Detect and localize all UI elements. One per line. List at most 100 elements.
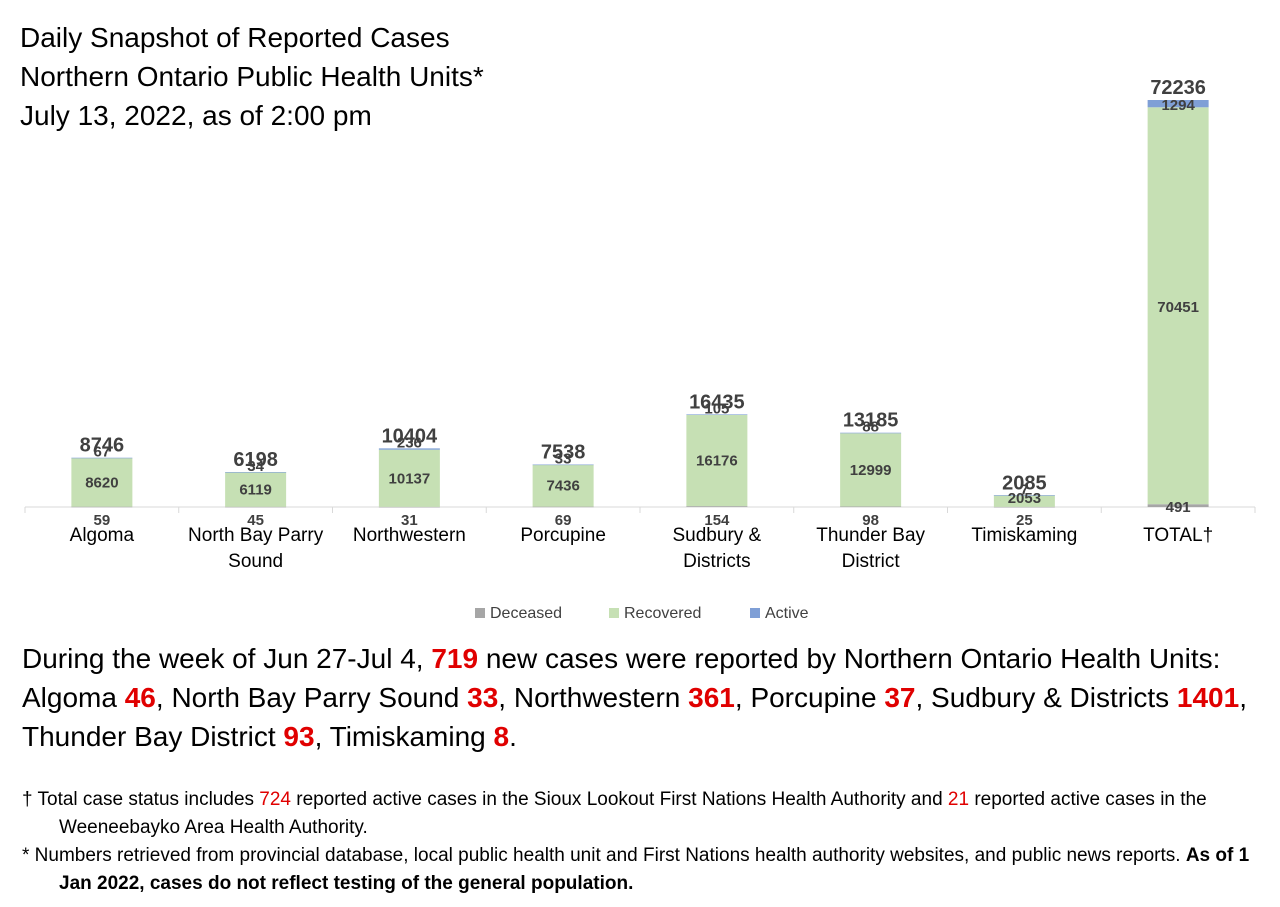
bar-segment-recovered — [840, 433, 902, 507]
weekly-total: 719 — [431, 643, 479, 674]
weekly-item-value: 361 — [688, 682, 735, 713]
data-label-deceased: 59 — [94, 512, 111, 529]
data-label-recovered: 6119 — [239, 482, 272, 499]
legend-swatch — [609, 608, 619, 618]
bar-segment-recovered — [532, 464, 594, 507]
data-label-recovered: 7436 — [546, 478, 579, 495]
footnote-star: * Numbers retrieved from provincial data… — [22, 842, 1272, 898]
weekly-item-value: 8 — [493, 721, 510, 752]
category-label: Algoma — [70, 525, 135, 546]
weekly-item-separator: , — [915, 682, 932, 713]
data-label-active: 33 — [555, 451, 572, 468]
bar-segment-active — [1147, 100, 1209, 108]
title-line-3: July 13, 2022, as of 2:00 pm — [20, 100, 372, 131]
title-line-1: Daily Snapshot of Reported Cases — [20, 22, 450, 53]
weekly-item-separator: , — [314, 721, 330, 752]
bar-segment-deceased — [378, 506, 440, 508]
legend-label: Active — [765, 605, 809, 622]
bar-segment-deceased — [686, 506, 748, 507]
category-label: TOTAL† — [1143, 525, 1213, 546]
bar-segment-deceased — [840, 506, 902, 508]
bar-segment-active — [378, 448, 440, 450]
footnote-dagger-prefix: † Total case status includes — [22, 789, 260, 810]
bar-segment-deceased — [532, 506, 594, 508]
data-label-active: 236 — [397, 434, 422, 451]
bar-segment-recovered — [686, 414, 748, 507]
data-label-deceased: 98 — [862, 512, 879, 529]
data-label-recovered: 10137 — [389, 470, 431, 487]
category-label: Districts — [683, 551, 751, 572]
legend-label: Recovered — [624, 605, 701, 622]
data-label-deceased: 69 — [555, 512, 572, 529]
data-label-recovered: 70451 — [1157, 299, 1199, 316]
total-label: 72236 — [1150, 77, 1206, 99]
legend-swatch — [475, 608, 485, 618]
title-line-2: Northern Ontario Public Health Units* — [20, 61, 484, 92]
bar-segment-deceased — [993, 506, 1055, 508]
category-label: Sudbury & — [673, 525, 762, 546]
data-label-recovered: 2053 — [1008, 490, 1041, 507]
data-label-active: 67 — [94, 444, 111, 461]
data-label-active: 105 — [704, 400, 729, 417]
category-label: Thunder Bay — [816, 525, 925, 546]
legend-label: Deceased — [490, 605, 562, 622]
weekly-item-value: 93 — [283, 721, 315, 752]
total-label: 16435 — [689, 391, 745, 413]
weekly-item-separator: , — [498, 682, 514, 713]
chart-title: Daily Snapshot of Reported Cases Norther… — [20, 18, 484, 135]
data-label-active: 34 — [247, 458, 264, 475]
bar-segment-active — [532, 464, 594, 466]
weekly-items: Algoma 46, North Bay Parry Sound 33, Nor… — [22, 682, 1247, 752]
bar-segment-deceased — [225, 506, 287, 508]
total-label: 8746 — [80, 435, 125, 457]
footnote-dagger-suffix: reported active cases in the Weeneebayko… — [59, 789, 1207, 838]
data-label-deceased: 31 — [401, 512, 418, 529]
footnote-star-text: * Numbers retrieved from provincial data… — [22, 845, 1186, 866]
category-label: Sound — [228, 551, 283, 572]
category-label: North Bay Parry — [188, 525, 324, 546]
footnotes: † Total case status includes 724 reporte… — [22, 786, 1272, 898]
total-label: 2085 — [1002, 472, 1047, 494]
footnote-dagger-num1: 724 — [259, 789, 291, 810]
weekly-item-name: Algoma — [22, 682, 125, 713]
legend-swatch — [750, 608, 760, 618]
weekly-item-name: North Bay Parry Sound — [171, 682, 468, 713]
weekly-item-separator: , — [155, 682, 172, 713]
weekly-item-value: 46 — [124, 682, 156, 713]
bar-segment-deceased — [1147, 504, 1209, 507]
data-label-active: 7 — [1020, 481, 1028, 498]
data-label-active: 1294 — [1161, 97, 1195, 114]
bar-segment-recovered — [225, 472, 287, 507]
weekly-item-value: 1401 — [1176, 682, 1240, 713]
weekly-item-separator: . — [509, 721, 517, 752]
category-label: Northwestern — [353, 525, 466, 546]
category-label: Porcupine — [520, 525, 606, 546]
weekly-item-value: 37 — [884, 682, 916, 713]
total-label: 6198 — [233, 449, 278, 471]
weekly-item-name: Porcupine — [750, 682, 885, 713]
bar-segment-deceased — [71, 506, 133, 508]
data-label-active: 88 — [862, 419, 879, 436]
weekly-intro: During the week of Jun 27-Jul 4, — [22, 643, 432, 674]
data-label-recovered: 8620 — [85, 474, 118, 491]
footnote-dagger-num2: 21 — [947, 789, 970, 810]
total-label: 13185 — [843, 410, 899, 432]
data-label-deceased: 45 — [247, 512, 264, 529]
weekly-item-name: Sudbury & Districts — [931, 682, 1177, 713]
weekly-summary: During the week of Jun 27-Jul 4, 719 new… — [22, 639, 1262, 756]
bar-segment-recovered — [378, 449, 440, 507]
total-label: 7538 — [541, 442, 586, 464]
category-label: District — [842, 551, 901, 572]
footnote-star-bold: As of 1 Jan 2022, cases do not reflect t… — [59, 845, 1250, 894]
category-label: Timiskaming — [971, 525, 1077, 546]
data-label-recovered: 12999 — [850, 462, 892, 479]
data-label-recovered: 16176 — [696, 453, 738, 470]
data-label-deceased: 154 — [704, 512, 730, 529]
bar-segment-active — [993, 495, 1055, 496]
weekly-item-separator: , — [734, 682, 751, 713]
bar-segment-active — [225, 472, 287, 473]
bar-segment-recovered — [993, 495, 1055, 507]
bar-segment-recovered — [71, 458, 133, 507]
bar-segment-active — [840, 432, 902, 434]
